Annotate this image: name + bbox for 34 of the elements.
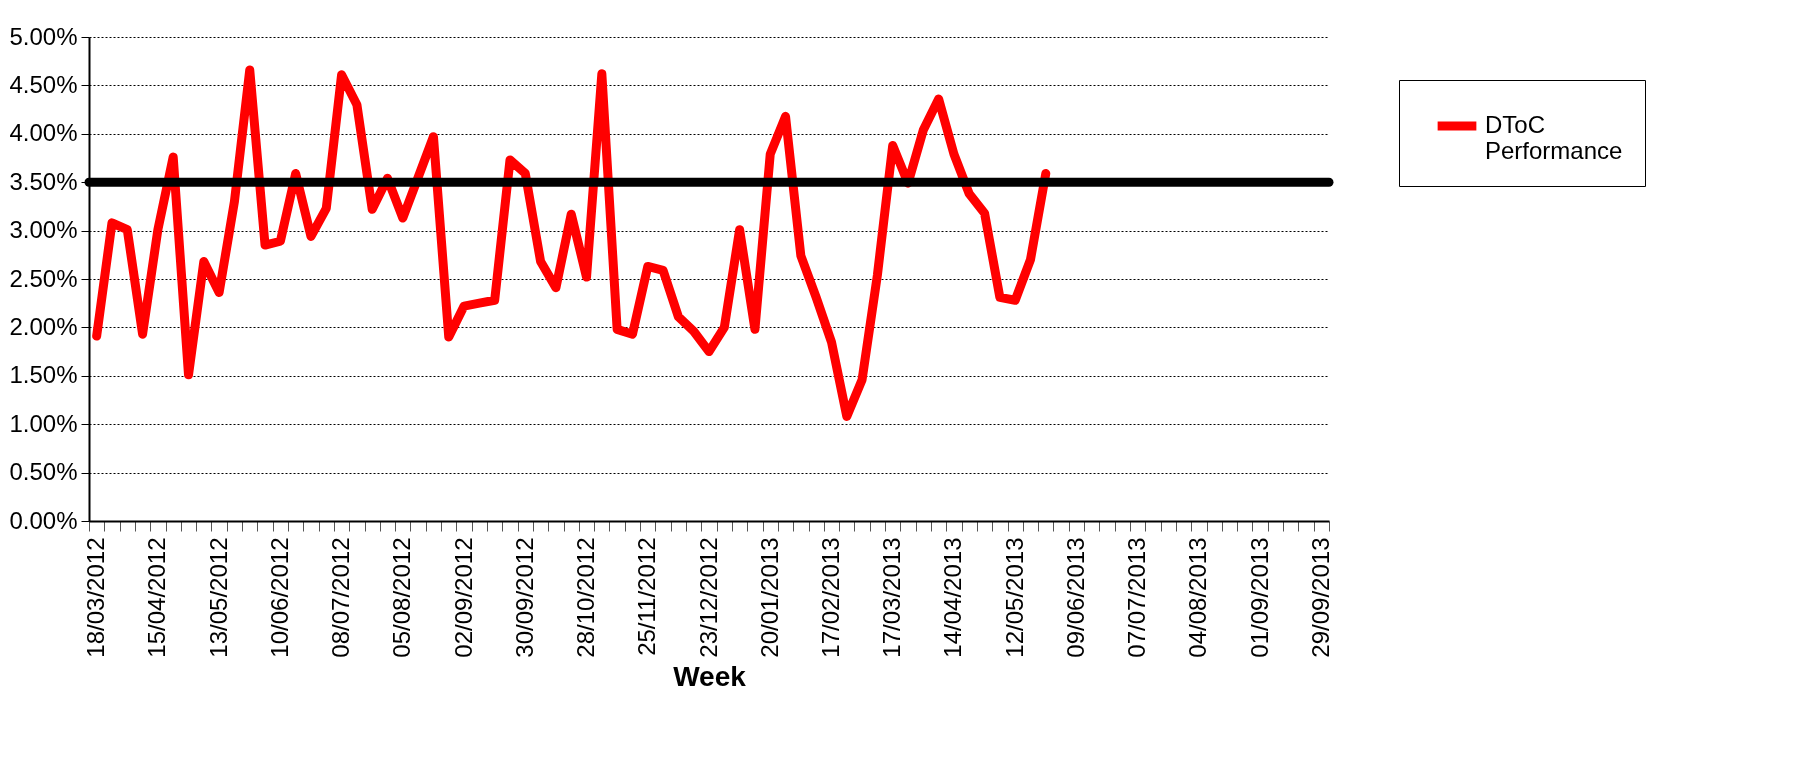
x-tick-label: 17/03/2013	[878, 537, 906, 658]
x-tick-label: 13/05/2012	[204, 537, 232, 658]
x-tick-label: 30/09/2012	[510, 537, 538, 658]
y-tick-label: 1.50%	[9, 361, 78, 389]
legend-label: DToC Performance	[1485, 111, 1623, 164]
y-tick-label: 3.50%	[9, 167, 78, 195]
x-tick-label: 01/09/2013	[1245, 537, 1273, 658]
y-tick-label: 2.00%	[9, 312, 78, 340]
x-tick-label: 07/07/2013	[1123, 537, 1151, 658]
y-tick-label: 2.50%	[9, 264, 78, 292]
x-tick-label: 28/10/2012	[572, 537, 600, 658]
y-tick-label: 4.50%	[9, 70, 78, 98]
x-axis-title: Week	[673, 660, 747, 692]
x-tick-label: 10/06/2012	[265, 537, 293, 658]
x-tick-label: 15/04/2012	[143, 537, 171, 658]
y-tick-label: 1.00%	[9, 409, 78, 437]
y-tick-label: 0.50%	[9, 458, 78, 486]
x-tick-label: 14/04/2013	[939, 537, 967, 658]
x-tick-label: 18/03/2012	[82, 537, 110, 658]
x-tick-label: 25/11/2012	[633, 537, 661, 656]
x-tick-label: 20/01/2013	[755, 537, 783, 658]
y-tick-label: 0.00%	[9, 506, 78, 534]
y-tick-label: 5.00%	[9, 22, 78, 50]
x-tick-label: 08/07/2012	[327, 537, 355, 658]
x-tick-label: 09/06/2013	[1061, 537, 1089, 658]
y-tick-label: 3.00%	[9, 216, 78, 244]
x-tick-label: 02/09/2012	[449, 537, 477, 658]
y-tick-label: 4.00%	[9, 119, 78, 147]
x-tick-label: 05/08/2012	[388, 537, 416, 658]
x-tick-label: 17/02/2013	[816, 537, 844, 658]
x-tick-label: 04/08/2013	[1184, 537, 1212, 658]
x-tick-label: 29/09/2013	[1306, 537, 1334, 658]
x-tick-label: 23/12/2012	[694, 537, 722, 658]
x-tick-label: 12/05/2013	[1000, 537, 1028, 658]
